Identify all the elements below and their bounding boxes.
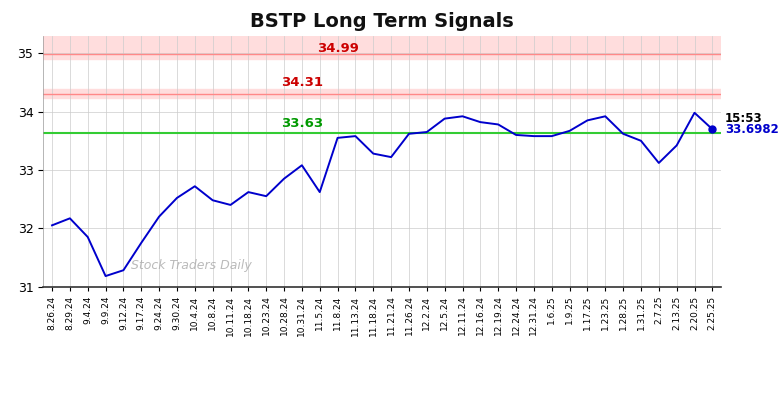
Text: 15:53: 15:53 [725,112,763,125]
Bar [43,89,721,98]
Text: 34.31: 34.31 [281,76,323,89]
Text: 33.63: 33.63 [281,117,323,130]
Title: BSTP Long Term Signals: BSTP Long Term Signals [250,12,514,31]
Text: 34.99: 34.99 [317,41,358,55]
Text: Stock Traders Daily: Stock Traders Daily [131,259,252,271]
Text: 33.6982: 33.6982 [725,123,779,136]
Bar [43,36,721,59]
